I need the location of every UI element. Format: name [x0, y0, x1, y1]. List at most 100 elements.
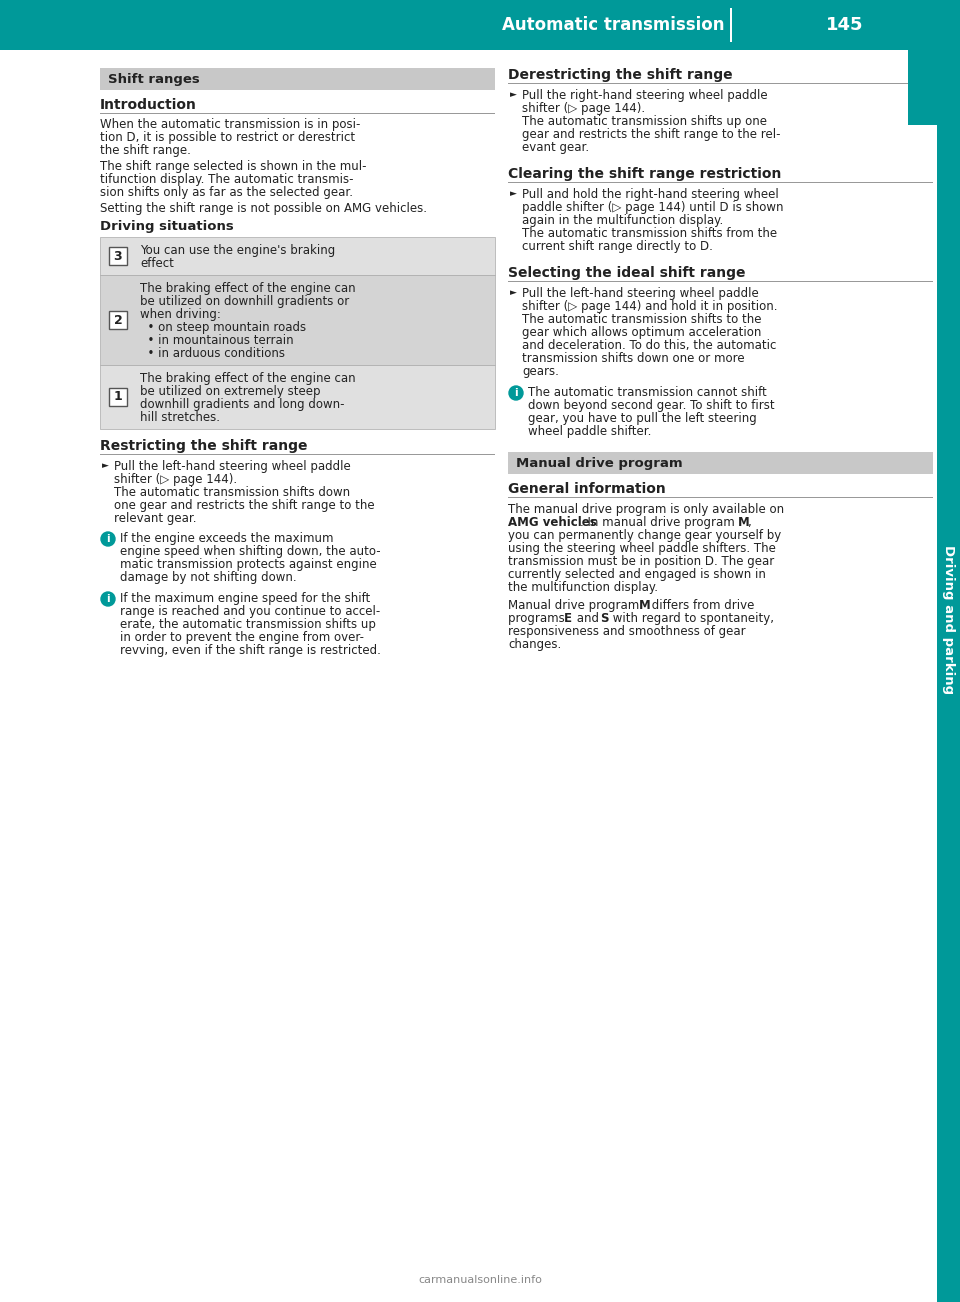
- Text: one gear and restricts the shift range to the: one gear and restricts the shift range t…: [114, 499, 374, 512]
- Text: gears.: gears.: [522, 365, 559, 378]
- Text: i: i: [515, 388, 517, 398]
- Text: ►: ►: [510, 90, 516, 99]
- Text: again in the multifunction display.: again in the multifunction display.: [522, 214, 723, 227]
- Text: ►: ►: [102, 461, 108, 470]
- Text: relevant gear.: relevant gear.: [114, 512, 197, 525]
- Text: current shift range directly to D.: current shift range directly to D.: [522, 240, 713, 253]
- Text: Clearing the shift range restriction: Clearing the shift range restriction: [508, 167, 781, 181]
- Text: gear which allows optimum acceleration: gear which allows optimum acceleration: [522, 326, 761, 339]
- Text: M: M: [639, 599, 651, 612]
- Circle shape: [101, 592, 115, 605]
- Text: shifter (▷ page 144).: shifter (▷ page 144).: [114, 473, 237, 486]
- Text: programs: programs: [508, 612, 568, 625]
- Text: differs from drive: differs from drive: [648, 599, 755, 612]
- Circle shape: [509, 385, 523, 400]
- Text: Automatic transmission: Automatic transmission: [501, 16, 724, 34]
- Text: The automatic transmission cannot shift: The automatic transmission cannot shift: [528, 385, 767, 398]
- Text: and deceleration. To do this, the automatic: and deceleration. To do this, the automa…: [522, 339, 777, 352]
- Text: ,: ,: [747, 516, 751, 529]
- Text: damage by not shifting down.: damage by not shifting down.: [120, 572, 297, 585]
- Text: down beyond second gear. To shift to first: down beyond second gear. To shift to fir…: [528, 398, 775, 411]
- Text: • in mountainous terrain: • in mountainous terrain: [140, 335, 294, 348]
- Text: the shift range.: the shift range.: [100, 145, 191, 158]
- Text: tifunction display. The automatic transmis-: tifunction display. The automatic transm…: [100, 173, 353, 186]
- Bar: [730, 8, 732, 42]
- Text: E: E: [564, 612, 572, 625]
- Text: Pull the right-hand steering wheel paddle: Pull the right-hand steering wheel paddl…: [522, 89, 768, 102]
- Text: Driving situations: Driving situations: [100, 220, 233, 233]
- Text: The shift range selected is shown in the mul-: The shift range selected is shown in the…: [100, 160, 367, 173]
- Text: Pull and hold the right-hand steering wheel: Pull and hold the right-hand steering wh…: [522, 187, 779, 201]
- Text: Pull the left-hand steering wheel paddle: Pull the left-hand steering wheel paddle: [522, 286, 758, 299]
- Text: Shift ranges: Shift ranges: [108, 73, 200, 86]
- Bar: [100, 365, 495, 428]
- Text: 2: 2: [113, 314, 122, 327]
- Text: paddle shifter (▷ page 144) until D is shown: paddle shifter (▷ page 144) until D is s…: [522, 201, 783, 214]
- Text: 3: 3: [113, 250, 122, 263]
- Text: carmanualsonline.info: carmanualsonline.info: [418, 1275, 542, 1285]
- Text: gear and restricts the shift range to the rel-: gear and restricts the shift range to th…: [522, 128, 780, 141]
- Text: revving, even if the shift range is restricted.: revving, even if the shift range is rest…: [120, 644, 381, 658]
- Text: General information: General information: [508, 482, 665, 496]
- Text: responsiveness and smoothness of gear: responsiveness and smoothness of gear: [508, 625, 746, 638]
- Text: When the automatic transmission is in posi-: When the automatic transmission is in po…: [100, 118, 360, 132]
- Text: Selecting the ideal shift range: Selecting the ideal shift range: [508, 266, 746, 280]
- Text: The automatic transmission shifts from the: The automatic transmission shifts from t…: [522, 227, 778, 240]
- Circle shape: [101, 533, 115, 546]
- Bar: [100, 275, 495, 365]
- Bar: [109, 388, 127, 406]
- Text: The automatic transmission shifts down: The automatic transmission shifts down: [114, 486, 350, 499]
- Text: tion D, it is possible to restrict or derestrict: tion D, it is possible to restrict or de…: [100, 132, 355, 145]
- Bar: [100, 68, 495, 90]
- Text: effect: effect: [140, 256, 174, 270]
- Text: You can use the engine's braking: You can use the engine's braking: [140, 243, 335, 256]
- Text: gear, you have to pull the left steering: gear, you have to pull the left steering: [528, 411, 756, 424]
- Text: ►: ►: [510, 189, 516, 198]
- Text: The braking effect of the engine can: The braking effect of the engine can: [140, 372, 355, 385]
- Text: range is reached and you continue to accel-: range is reached and you continue to acc…: [120, 605, 380, 618]
- Text: transmission must be in position D. The gear: transmission must be in position D. The …: [508, 555, 775, 568]
- Bar: [937, 49, 960, 1302]
- Text: 145: 145: [827, 16, 864, 34]
- Text: Restricting the shift range: Restricting the shift range: [100, 439, 307, 453]
- Text: S: S: [600, 612, 609, 625]
- Text: when driving:: when driving:: [140, 309, 221, 322]
- Bar: [0, 0, 960, 49]
- Text: i: i: [107, 534, 109, 544]
- Text: shifter (▷ page 144) and hold it in position.: shifter (▷ page 144) and hold it in posi…: [522, 299, 778, 312]
- Text: Setting the shift range is not possible on AMG vehicles.: Setting the shift range is not possible …: [100, 202, 427, 215]
- Text: • on steep mountain roads: • on steep mountain roads: [140, 322, 306, 335]
- Text: The braking effect of the engine can: The braking effect of the engine can: [140, 283, 355, 296]
- Text: shifter (▷ page 144).: shifter (▷ page 144).: [522, 102, 645, 115]
- Text: Introduction: Introduction: [100, 98, 197, 112]
- Text: M: M: [738, 516, 750, 529]
- Text: erate, the automatic transmission shifts up: erate, the automatic transmission shifts…: [120, 618, 376, 631]
- Text: in order to prevent the engine from over-: in order to prevent the engine from over…: [120, 631, 364, 644]
- Text: If the maximum engine speed for the shift: If the maximum engine speed for the shif…: [120, 592, 371, 605]
- Text: matic transmission protects against engine: matic transmission protects against engi…: [120, 559, 376, 572]
- Text: with regard to spontaneity,: with regard to spontaneity,: [609, 612, 774, 625]
- Bar: [908, 49, 937, 125]
- Text: evant gear.: evant gear.: [522, 141, 589, 154]
- Text: Manual drive program: Manual drive program: [516, 457, 683, 470]
- Text: changes.: changes.: [508, 638, 562, 651]
- Bar: [508, 452, 933, 474]
- Text: The automatic transmission shifts up one: The automatic transmission shifts up one: [522, 115, 767, 128]
- Text: wheel paddle shifter.: wheel paddle shifter.: [528, 424, 652, 437]
- Text: be utilized on downhill gradients or: be utilized on downhill gradients or: [140, 296, 349, 309]
- Text: engine speed when shifting down, the auto-: engine speed when shifting down, the aut…: [120, 546, 380, 559]
- Bar: [100, 237, 495, 275]
- Text: currently selected and engaged is shown in: currently selected and engaged is shown …: [508, 568, 766, 581]
- Text: sion shifts only as far as the selected gear.: sion shifts only as far as the selected …: [100, 186, 353, 199]
- Text: ►: ►: [510, 288, 516, 297]
- Text: The automatic transmission shifts to the: The automatic transmission shifts to the: [522, 312, 761, 326]
- Text: The manual drive program is only available on: The manual drive program is only availab…: [508, 503, 784, 516]
- Text: be utilized on extremely steep: be utilized on extremely steep: [140, 385, 321, 398]
- Text: hill stretches.: hill stretches.: [140, 411, 220, 424]
- Text: transmission shifts down one or more: transmission shifts down one or more: [522, 352, 745, 365]
- Text: If the engine exceeds the maximum: If the engine exceeds the maximum: [120, 533, 333, 546]
- Bar: [109, 247, 127, 266]
- Text: you can permanently change gear yourself by: you can permanently change gear yourself…: [508, 529, 781, 542]
- Text: Pull the left-hand steering wheel paddle: Pull the left-hand steering wheel paddle: [114, 460, 350, 473]
- Text: • in arduous conditions: • in arduous conditions: [140, 348, 285, 359]
